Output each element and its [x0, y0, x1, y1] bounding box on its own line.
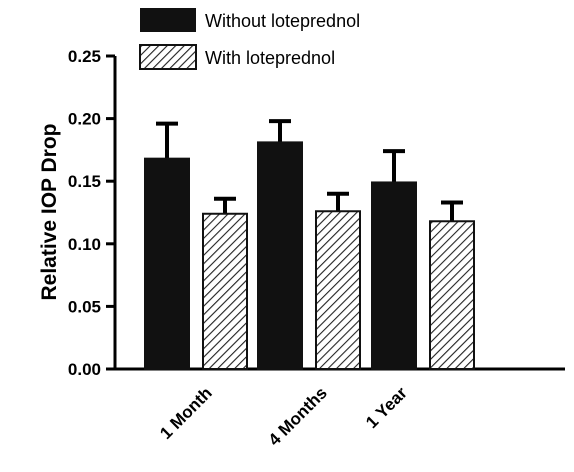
bar-without-loteprednol: [257, 141, 303, 370]
legend: Without loteprednol With loteprednol: [139, 8, 360, 70]
legend-swatch-without: [140, 8, 196, 32]
bar-without-loteprednol: [371, 181, 417, 370]
y-ticks: 0.00 0.05 0.10 0.15 0.20 0.25: [68, 47, 115, 379]
bar-without-loteprednol: [144, 157, 190, 370]
y-tick-label: 0.00: [68, 360, 101, 379]
x-category-label: 1 Month: [156, 383, 216, 443]
bar-with-loteprednol: [315, 210, 361, 370]
y-tick-label: 0.05: [68, 297, 101, 316]
bar-with-loteprednol: [429, 220, 475, 370]
x-labels: 1 Month 4 Months 1 Year: [156, 383, 411, 449]
y-tick-label: 0.10: [68, 235, 101, 254]
legend-label-with: With loteprednol: [205, 48, 335, 68]
legend-swatch-with: [139, 44, 197, 70]
y-tick-label: 0.25: [68, 47, 101, 66]
legend-label-without: Without loteprednol: [205, 11, 360, 31]
bar-with-loteprednol: [202, 212, 248, 370]
x-category-label: 4 Months: [265, 383, 331, 449]
y-tick-label: 0.20: [68, 110, 101, 129]
y-axis-title: Relative IOP Drop: [38, 123, 61, 300]
x-category-label: 1 Year: [362, 383, 411, 432]
bars: [144, 119, 475, 370]
y-tick-label: 0.15: [68, 172, 101, 191]
